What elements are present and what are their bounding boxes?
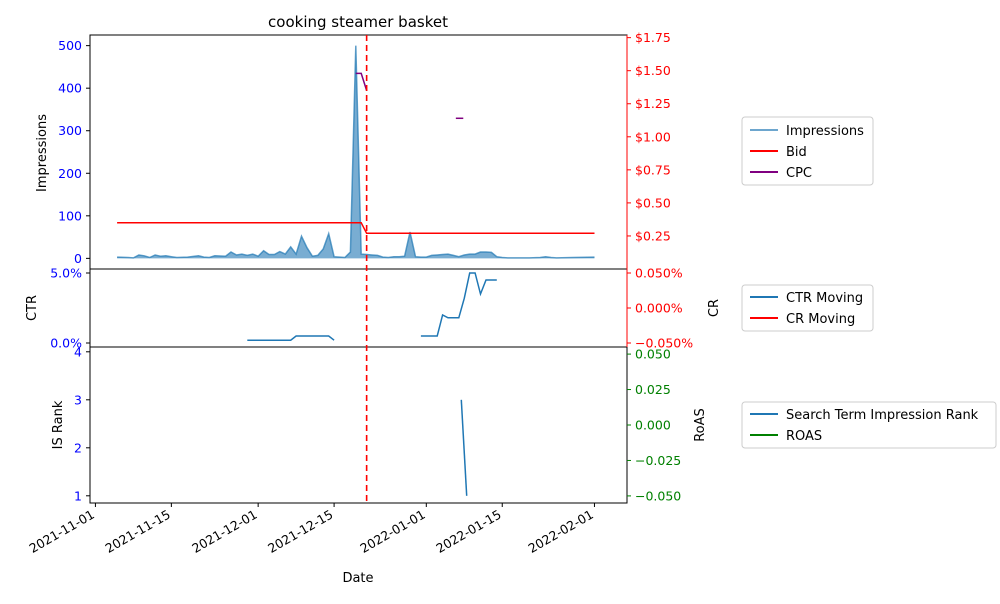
impressions-axis-tick-label-0: 0	[74, 251, 82, 266]
impressions-axis-tick-label-5: 500	[58, 38, 82, 53]
x-tick-label-6: 2022-02-01	[526, 507, 596, 556]
cpc-line-segment-1	[355, 72, 368, 91]
panel-frame-2	[89, 268, 628, 348]
legend-label-ctr-moving: CTR Moving	[786, 291, 863, 306]
legend-rank-panel: Search Term Impression Rank ROAS	[741, 401, 997, 449]
chart-title: cooking steamer basket	[268, 13, 448, 31]
legend-label-impressions: Impressions	[786, 124, 864, 139]
rank-axis-tick-label-1: 2	[74, 440, 82, 455]
x-tick-label-1: 2021-11-15	[102, 507, 172, 556]
ctr-axis-tick-label-1: 5.0%	[50, 266, 82, 281]
impressions-line	[117, 45, 595, 259]
roas-axis-tick-label-2: 0.000	[635, 418, 671, 433]
roas-axis-tick-label-0: −0.050	[635, 488, 681, 503]
y-axis-label-impressions: Impressions	[35, 114, 50, 192]
bid-axis-tick-label-0: $0.25	[635, 228, 671, 243]
x-tick-label-2: 2021-12-01	[189, 507, 259, 556]
cr-axis-tick-label-0: −0.050%	[635, 336, 693, 351]
x-tick-label-5: 2022-01-15	[433, 507, 503, 556]
rank-axis-tick-label-0: 1	[74, 488, 82, 503]
impressions-axis-tick-label-1: 100	[58, 208, 82, 223]
roas-axis-tick-label-4: 0.050	[635, 347, 671, 362]
rank-axis-tick-label-2: 3	[74, 392, 82, 407]
ctr-moving-line-2	[420, 272, 497, 337]
impressions-area	[117, 45, 595, 259]
bid-axis-tick-label-4: $1.25	[635, 96, 671, 111]
x-tick-label-4: 2022-01-01	[357, 507, 427, 556]
legend-label-roas: ROAS	[786, 429, 822, 444]
ctr-moving-line-1	[247, 335, 335, 341]
y-axis-label-cr: CR	[707, 299, 722, 317]
bid-axis-tick-label-5: $1.50	[635, 63, 671, 78]
impression-rank-line	[460, 399, 468, 496]
legend-label-cpc: CPC	[786, 166, 812, 181]
bid-axis-tick-label-1: $0.50	[635, 195, 671, 210]
bid-axis-tick-label-3: $1.00	[635, 129, 671, 144]
impressions-axis-tick-label-3: 300	[58, 123, 82, 138]
x-axis-label: Date	[342, 571, 373, 586]
panel-frame-3	[89, 346, 628, 504]
impressions-axis-tick-label-4: 400	[58, 81, 82, 96]
legend-label-cr-moving: CR Moving	[786, 312, 855, 327]
cr-axis-tick-label-2: 0.050%	[635, 266, 683, 281]
x-tick-label-0: 2021-11-01	[27, 507, 97, 556]
legend-ctr-panel: CTR Moving CR Moving	[741, 284, 874, 332]
bid-axis-tick-label-2: $0.75	[635, 162, 671, 177]
bid-line	[117, 221, 595, 235]
y-axis-label-roas: RoAS	[693, 408, 708, 442]
legend-label-bid: Bid	[786, 145, 807, 160]
rank-axis-tick-label-3: 4	[74, 344, 82, 359]
x-tick-label-3: 2021-12-15	[265, 507, 335, 556]
impressions-axis-tick-label-2: 200	[58, 166, 82, 181]
roas-axis-tick-label-3: 0.025	[635, 382, 671, 397]
legend-label-impression-rank: Search Term Impression Rank	[786, 408, 979, 423]
y-axis-label-ctr: CTR	[25, 295, 40, 321]
y-axis-label-is-rank: IS Rank	[51, 400, 66, 449]
cr-axis-tick-label-1: 0.000%	[635, 301, 683, 316]
ctr-axis-tick-label-0: 0.0%	[50, 336, 82, 351]
legend-impressions-panel: Impressions Bid CPC	[741, 116, 874, 186]
bid-axis-tick-label-6: $1.75	[635, 30, 671, 45]
roas-axis-tick-label-1: −0.025	[635, 453, 681, 468]
